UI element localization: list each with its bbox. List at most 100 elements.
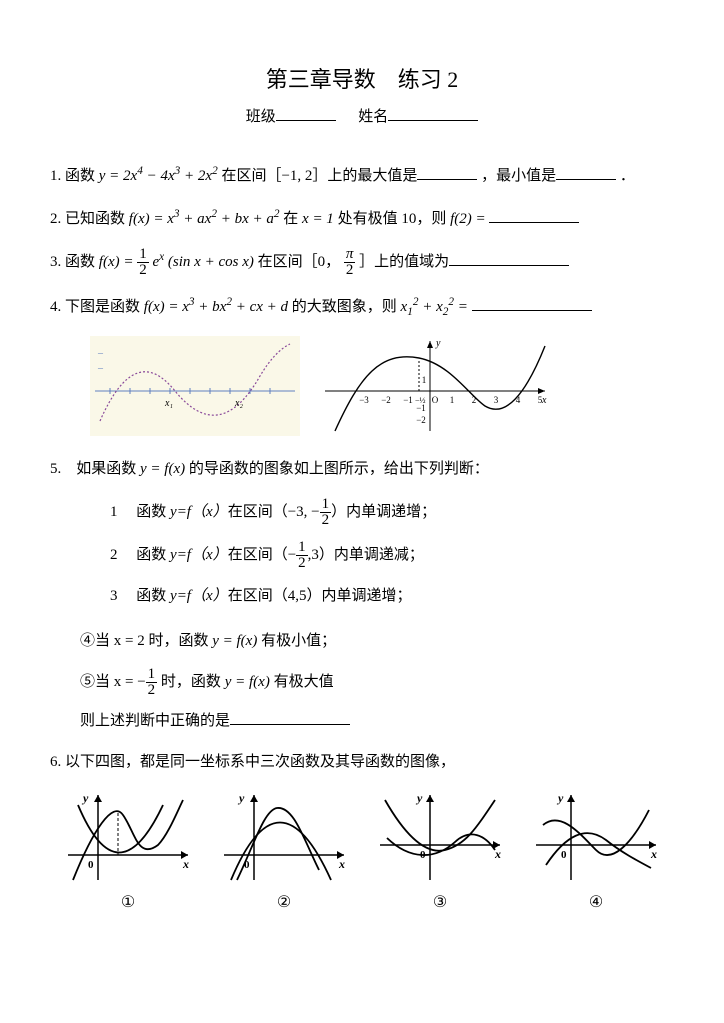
- question-1: 1. 函数 y = 2x4 − 4x3 + 2x2 在区间［−1, 2］上的最大…: [50, 161, 674, 190]
- name-label: 姓名: [358, 109, 388, 125]
- svg-text:‒: ‒: [97, 348, 104, 359]
- svg-text:0: 0: [88, 859, 94, 871]
- q4-math: f(x) = x3 + bx2 + cx + d: [144, 299, 288, 315]
- q5-1a: 函数: [136, 504, 170, 520]
- q5-5d: 有极大值: [274, 674, 334, 690]
- q3-text-b: 在区间［0，: [258, 254, 341, 270]
- svg-text:−1: −1: [403, 395, 413, 405]
- question-3: 3. 函数 f(x) = 12 ex (sin x + cos x) 在区间［0…: [50, 247, 674, 278]
- q2-text-a: 2. 已知函数: [50, 211, 129, 227]
- svg-text:‒: ‒: [97, 363, 104, 374]
- q6-fig-3: x y 0 ③: [370, 790, 510, 918]
- svg-text:x: x: [650, 847, 657, 861]
- svg-text:y: y: [237, 791, 245, 805]
- svg-text:x₂: x₂: [234, 398, 243, 409]
- class-label: 班级: [246, 109, 276, 125]
- svg-text:0: 0: [561, 849, 567, 861]
- q2-blank: [489, 207, 579, 223]
- q4-text-a: 4. 下图是函数: [50, 299, 144, 315]
- q2-math: f(x) = x3 + ax2 + bx + a2: [129, 211, 280, 227]
- q5-item-1: 1 函数 y=f（x）在区间（−3, −12）内单调递增；: [110, 497, 674, 528]
- question-6: 6. 以下四图，都是同一坐标系中三次函数及其导函数的图像，: [50, 749, 674, 776]
- q3-math: f(x) =: [99, 254, 137, 270]
- q1-text-a: 1. 函数: [50, 168, 99, 184]
- page-subtitle: 班级 姓名: [50, 104, 674, 131]
- q5-2-math: y=f（x）: [170, 547, 228, 563]
- q5-text-a: 5. 如果函数: [50, 461, 140, 477]
- q6-label-1: ①: [58, 889, 198, 918]
- class-blank: [276, 105, 336, 121]
- q4-figure-row: x₁ x₂ ‒ ‒ x y −3 −2 −1 O 1 2 3 4: [90, 336, 674, 436]
- q5-5-math: y = f(x): [225, 674, 270, 690]
- q3-text-a: 3. 函数: [50, 254, 99, 270]
- figure-1-cubic-sketch: x₁ x₂ ‒ ‒: [90, 336, 300, 436]
- q5-item-5: ⑤当 x = −12 时，函数 y = f(x) 有极大值: [80, 667, 674, 698]
- q2-text-d: 处有极值 10，则: [338, 211, 451, 227]
- q5-text-b: 的导函数的图象如上图所示，给出下列判断：: [189, 461, 489, 477]
- q6-figures: x y 0 ① x y 0 ②: [50, 790, 674, 918]
- q5-concl-text: 则上述判断中正确的是: [80, 713, 230, 729]
- q2-x1: x = 1: [302, 211, 334, 227]
- q1-math: y = 2x4 − 4x3 + 2x2: [99, 168, 218, 184]
- q5-4c: 有极小值；: [261, 633, 336, 649]
- svg-text:O: O: [432, 395, 439, 405]
- q6-label-4: ④: [526, 889, 666, 918]
- svg-text:5: 5: [538, 395, 543, 405]
- q5-blank: [230, 709, 350, 725]
- q4-blank: [472, 295, 592, 311]
- q5-item-2: 2 函数 y=f（x）在区间（−12,3）内单调递减；: [110, 540, 674, 571]
- q5-item-4: ④当 x = 2 时，函数 y = f(x) 有极小值；: [80, 628, 674, 655]
- name-blank: [388, 105, 478, 121]
- q6-text-a: 6. 以下四图，都是同一坐标系中三次函数及其导函数的图像，: [50, 754, 455, 770]
- svg-text:y: y: [415, 791, 423, 805]
- q5-math: y = f(x): [140, 461, 185, 477]
- question-4: 4. 下图是函数 f(x) = x3 + bx2 + cx + d 的大致图象，…: [50, 292, 674, 322]
- q5-2a: 函数: [136, 547, 170, 563]
- q5-item-3: 3 函数 y=f（x）在区间（4,5）内单调递增；: [110, 583, 674, 610]
- figure-2-derivative-graph: x y −3 −2 −1 O 1 2 3 4 5 1 −1 −2 −½: [320, 336, 550, 436]
- q3-math2: ex (sin x + cos x): [152, 254, 253, 270]
- question-5: 5. 如果函数 y = f(x) 的导函数的图象如上图所示，给出下列判断：: [50, 456, 674, 483]
- q6-label-3: ③: [370, 889, 510, 918]
- svg-text:−2: −2: [416, 415, 426, 425]
- q5-5a: ⑤当 x = −: [80, 674, 146, 690]
- q2-text-b: 在: [283, 211, 298, 227]
- svg-text:x: x: [182, 857, 189, 871]
- q5-4a: ④当 x = 2 时，函数: [80, 633, 212, 649]
- svg-text:x: x: [338, 857, 345, 871]
- q5-5b: 时，函数: [161, 674, 225, 690]
- q4-x1x2: x12 + x22 =: [401, 299, 472, 315]
- svg-text:1: 1: [450, 395, 455, 405]
- q3-frac-half: 12: [137, 247, 149, 278]
- q6-label-2: ②: [214, 889, 354, 918]
- q2-f2: f(2) =: [450, 211, 489, 227]
- q5-conclusion: 则上述判断中正确的是: [80, 708, 674, 735]
- svg-text:3: 3: [494, 395, 499, 405]
- svg-text:y: y: [556, 791, 564, 805]
- q5-items: 1 函数 y=f（x）在区间（−3, −12）内单调递增； 2 函数 y=f（x…: [110, 497, 674, 610]
- q3-blank: [449, 250, 569, 266]
- svg-text:y: y: [435, 338, 441, 349]
- q5-1-math: y=f（x）: [170, 504, 228, 520]
- svg-text:−½: −½: [415, 396, 426, 405]
- q1-blank-1: [417, 164, 477, 180]
- svg-text:−2: −2: [381, 395, 391, 405]
- q5-3-math: y=f（x）: [170, 588, 228, 604]
- question-2: 2. 已知函数 f(x) = x3 + ax2 + bx + a2 在 x = …: [50, 204, 674, 233]
- q3-text-c: ］上的值域为: [359, 254, 449, 270]
- q6-fig-4: x y 0 ④: [526, 790, 666, 918]
- svg-text:−3: −3: [359, 395, 369, 405]
- svg-text:1: 1: [422, 375, 427, 385]
- q5-3a: 函数: [136, 588, 170, 604]
- q1-text-b: 在区间［−1, 2］上的最大值是: [221, 168, 417, 184]
- q1-blank-2: [556, 164, 616, 180]
- q1-text-c: ，最小值是: [481, 168, 556, 184]
- q6-fig-1: x y 0 ①: [58, 790, 198, 918]
- q6-fig-2: x y 0 ②: [214, 790, 354, 918]
- page-title: 第三章导数 练习 2: [50, 60, 674, 100]
- q3-frac-pi: π2: [344, 247, 356, 278]
- svg-text:x₁: x₁: [164, 398, 173, 409]
- q1-text-d: ．: [620, 168, 635, 184]
- svg-text:y: y: [81, 791, 89, 805]
- q5-4-math: y = f(x): [212, 633, 257, 649]
